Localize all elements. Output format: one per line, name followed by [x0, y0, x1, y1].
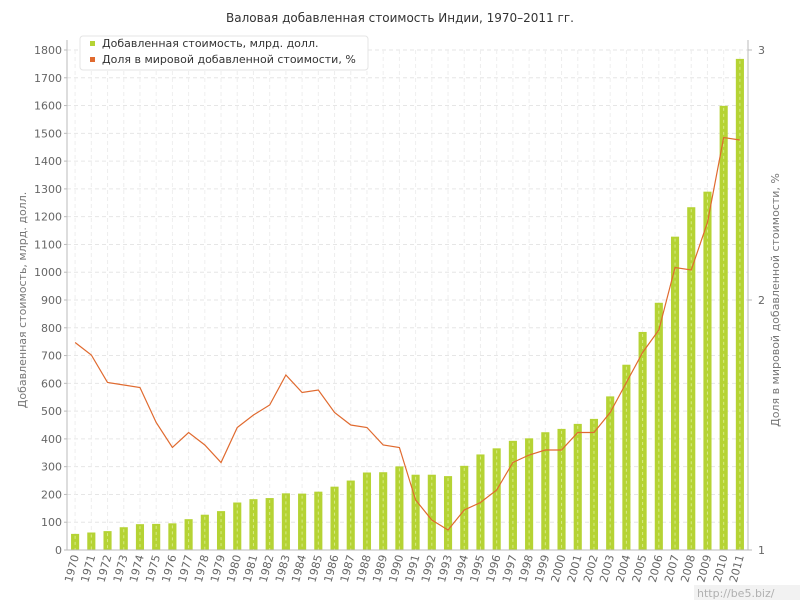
line-series — [74, 136, 740, 531]
y-tick-label: 100 — [41, 516, 62, 529]
y-tick-label: 1000 — [34, 266, 62, 279]
legend-label-line: Доля в мировой добавленной стоимости, % — [102, 53, 356, 66]
bar-series — [71, 58, 744, 551]
legend-swatch-line — [90, 57, 95, 62]
bar — [249, 499, 258, 550]
legend-box — [79, 35, 369, 71]
bar — [119, 527, 128, 550]
bar — [589, 418, 599, 550]
bar — [135, 524, 145, 550]
bar — [703, 191, 712, 550]
left-axis-ticks: 0 100 200 300 400 500 600 700 800 900 1000 1100 1200… — [34, 44, 67, 557]
bar — [395, 466, 404, 550]
legend: Добавленная стоимость, млрд. долл. Доля … — [79, 35, 369, 71]
y-tick-label: 1500 — [34, 127, 62, 140]
y2-tick-label: 1 — [758, 544, 765, 557]
watermark: http://be5.biz/ — [697, 587, 775, 600]
y-tick-label: 1600 — [34, 100, 62, 113]
y2-tick-label: 3 — [758, 44, 765, 57]
y-tick-label: 800 — [41, 322, 62, 335]
y-tick-label: 200 — [41, 488, 62, 501]
y-tick-label: 1800 — [34, 44, 62, 57]
bar — [557, 428, 566, 550]
y-tick-label: 1100 — [34, 238, 62, 251]
share-line — [74, 136, 740, 531]
bar — [670, 236, 680, 550]
y-tick-label: 1700 — [34, 72, 62, 85]
bar — [265, 498, 274, 550]
y-axis-label: Добавленная стоимость, млрд. долл. — [16, 192, 29, 408]
y-tick-label: 0 — [55, 544, 62, 557]
bar — [233, 502, 242, 550]
bar — [330, 486, 339, 550]
bar — [152, 523, 161, 550]
bar — [508, 440, 517, 550]
bar — [216, 511, 226, 550]
chart-title: Валовая добавленная стоимость Индии, 197… — [226, 11, 574, 25]
bar — [719, 105, 728, 550]
bar — [314, 491, 323, 550]
y-tick-label: 1400 — [34, 155, 62, 168]
bar — [168, 523, 177, 550]
bar — [427, 474, 436, 550]
bar — [638, 331, 647, 550]
bar — [735, 58, 744, 551]
y2-tick-label: 2 — [758, 294, 765, 307]
y-tick-label: 900 — [41, 294, 62, 307]
y-tick-label: 300 — [41, 461, 62, 474]
y-tick-label: 1300 — [34, 183, 62, 196]
bar — [411, 474, 420, 550]
y-tick-label: 700 — [41, 350, 62, 363]
bar — [525, 438, 534, 550]
bar — [443, 476, 453, 550]
legend-swatch-bars — [90, 41, 95, 46]
bar — [460, 465, 469, 550]
bar — [200, 514, 209, 550]
watermark-background — [694, 585, 800, 600]
y2-axis-label: Доля в мировой добавленной стоимости, % — [769, 173, 782, 427]
right-axis-ticks: 1 2 3 — [748, 44, 765, 557]
y-tick-label: 400 — [41, 433, 62, 446]
y-tick-label: 1200 — [34, 211, 62, 224]
y-tick-label: 600 — [41, 377, 62, 390]
legend-label-bars: Добавленная стоимость, млрд. долл. — [102, 37, 318, 50]
axes — [66, 40, 749, 551]
y-tick-label: 500 — [41, 405, 62, 418]
